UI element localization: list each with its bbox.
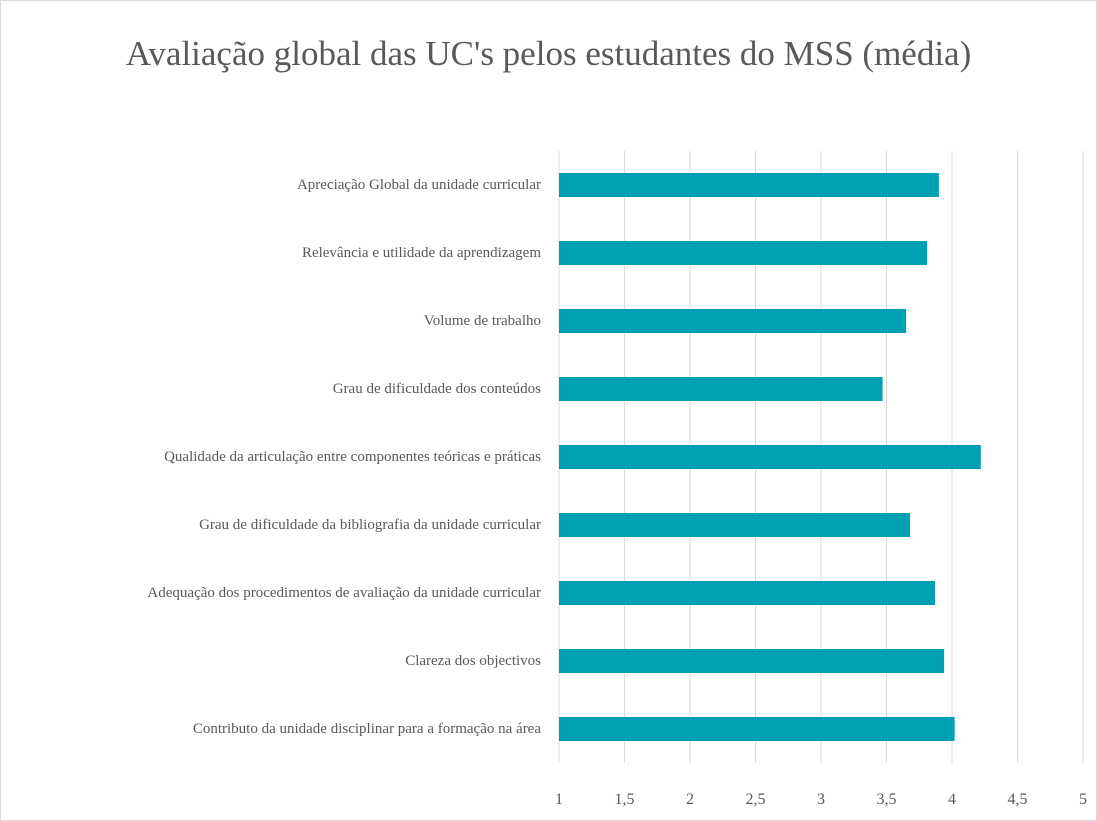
x-tick-label: 2: [686, 791, 694, 808]
y-tick-label: Adequação dos procedimentos de avaliação…: [11, 584, 541, 603]
y-tick-label: Volume de trabalho: [11, 312, 541, 331]
y-tick-label: Grau de dificuldade dos conteúdos: [11, 380, 541, 399]
y-tick-label: Grau de dificuldade da bibliografia da u…: [11, 516, 541, 535]
bar: [559, 173, 939, 197]
bar: [559, 649, 945, 673]
bar: [559, 241, 928, 265]
y-tick-label-text: Relevância e utilidade da aprendizagem: [301, 244, 541, 261]
x-tick-label: 1,5: [614, 791, 635, 808]
chart-title: Avaliação global das UC's pelos estudant…: [125, 34, 972, 73]
y-tick-label-text: Contributo da unidade disciplinar para a…: [192, 720, 541, 737]
x-tick-label: 1: [555, 791, 563, 808]
x-tick-label: 5: [1079, 791, 1087, 808]
y-tick-label-text: Apreciação Global da unidade curricular: [296, 176, 541, 193]
y-tick-label: Relevância e utilidade da aprendizagem: [11, 244, 541, 263]
y-tick-label-text: Grau de dificuldade da bibliografia da u…: [199, 516, 541, 533]
y-tick-label: Contributo da unidade disciplinar para a…: [11, 720, 541, 739]
bar: [559, 309, 907, 333]
x-tick-label: 3,5: [876, 791, 897, 808]
y-tick-label-text: Qualidade da articulação entre component…: [164, 448, 541, 465]
y-tick-label-text: Clareza dos objectivos: [405, 652, 541, 669]
x-tick-label: 3: [817, 791, 825, 808]
bar: [559, 717, 955, 741]
bar: [559, 445, 981, 469]
bar: [559, 513, 911, 537]
y-tick-label: Qualidade da articulação entre component…: [11, 448, 541, 467]
x-tick-label: 4,5: [1007, 791, 1028, 808]
y-tick-label: Apreciação Global da unidade curricular: [11, 176, 541, 195]
x-tick-label: 4: [948, 791, 956, 808]
y-tick-label: Clareza dos objectivos: [11, 652, 541, 671]
bar: [559, 377, 883, 401]
bar: [559, 581, 935, 605]
y-tick-label-text: Adequação dos procedimentos de avaliação…: [147, 584, 541, 601]
y-tick-label-text: Volume de trabalho: [423, 312, 541, 329]
y-tick-label-text: Grau de dificuldade dos conteúdos: [332, 380, 541, 397]
x-tick-label: 2,5: [745, 791, 766, 808]
